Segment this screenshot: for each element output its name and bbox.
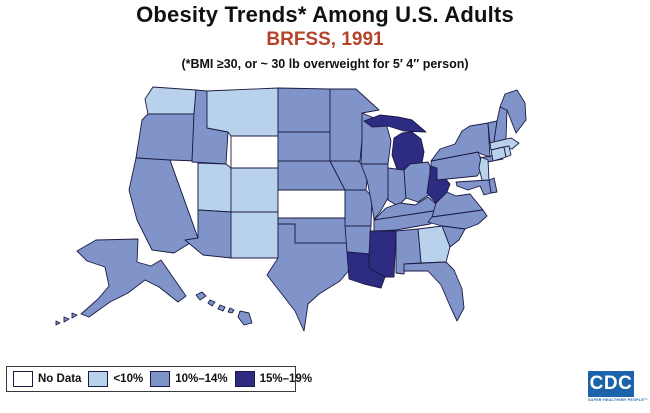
state-texas [266, 223, 352, 332]
state-oregon [135, 113, 195, 163]
state-alaska [55, 238, 187, 326]
legend-label-15-19: 15%–19% [259, 373, 313, 385]
legend-label-no-data: No Data [38, 373, 82, 385]
legend-item-lt10: <10% [88, 371, 143, 387]
state-pennsylvania [430, 151, 485, 181]
state-florida [403, 261, 465, 322]
legend-swatch-10-14 [150, 371, 171, 387]
state-montana [206, 87, 279, 137]
state-kansas [277, 189, 346, 219]
slide-title: Obesity Trends* Among U.S. Adults [136, 2, 514, 27]
legend-swatch-lt10 [88, 371, 109, 387]
bmi-note: (*BMI ≥30, or ~ 30 lb overweight for 5′ … [181, 57, 469, 71]
state-new-hampshire [493, 106, 508, 143]
state-connecticut [490, 146, 507, 162]
state-ohio [403, 161, 431, 203]
legend-item-10-14: 10%–14% [150, 371, 228, 387]
legend-item-no-data: No Data [13, 371, 81, 387]
state-new-mexico [230, 211, 279, 259]
state-maryland [455, 179, 492, 196]
state-wyoming [230, 135, 279, 169]
map-legend: No Data <10% 10%–14% 15%–19% [6, 366, 312, 392]
state-maine [499, 89, 527, 134]
state-mississippi [368, 230, 397, 278]
state-indiana [387, 167, 407, 207]
legend-item-15-19: 15%–19% [234, 371, 313, 387]
legend-swatch-15-19 [234, 371, 255, 387]
state-utah [197, 162, 232, 213]
state-colorado [230, 167, 279, 213]
cdc-logo-tagline: SAFER·HEALTHIER·PEOPLE™ [588, 398, 648, 402]
state-north-carolina [427, 209, 488, 230]
state-arkansas [344, 225, 372, 255]
legend-label-10-14: 10%–14% [175, 373, 228, 385]
slide-header: Obesity Trends* Among U.S. Adults BRFSS,… [0, 2, 650, 71]
state-south-dakota [277, 131, 331, 162]
legend-swatch-no-data [13, 371, 33, 387]
state-north-dakota [277, 87, 331, 133]
state-washington [144, 86, 197, 115]
state-hawaii [195, 291, 253, 326]
legend-label-lt10: <10% [113, 373, 144, 385]
state-missouri [344, 189, 373, 227]
state-rhode-island [503, 145, 512, 158]
slide-subtitle: BRFSS, 1991 [266, 29, 384, 50]
cdc-logo-box: CDC [588, 371, 634, 397]
cdc-logo: CDC SAFER·HEALTHIER·PEOPLE™ [588, 371, 648, 402]
